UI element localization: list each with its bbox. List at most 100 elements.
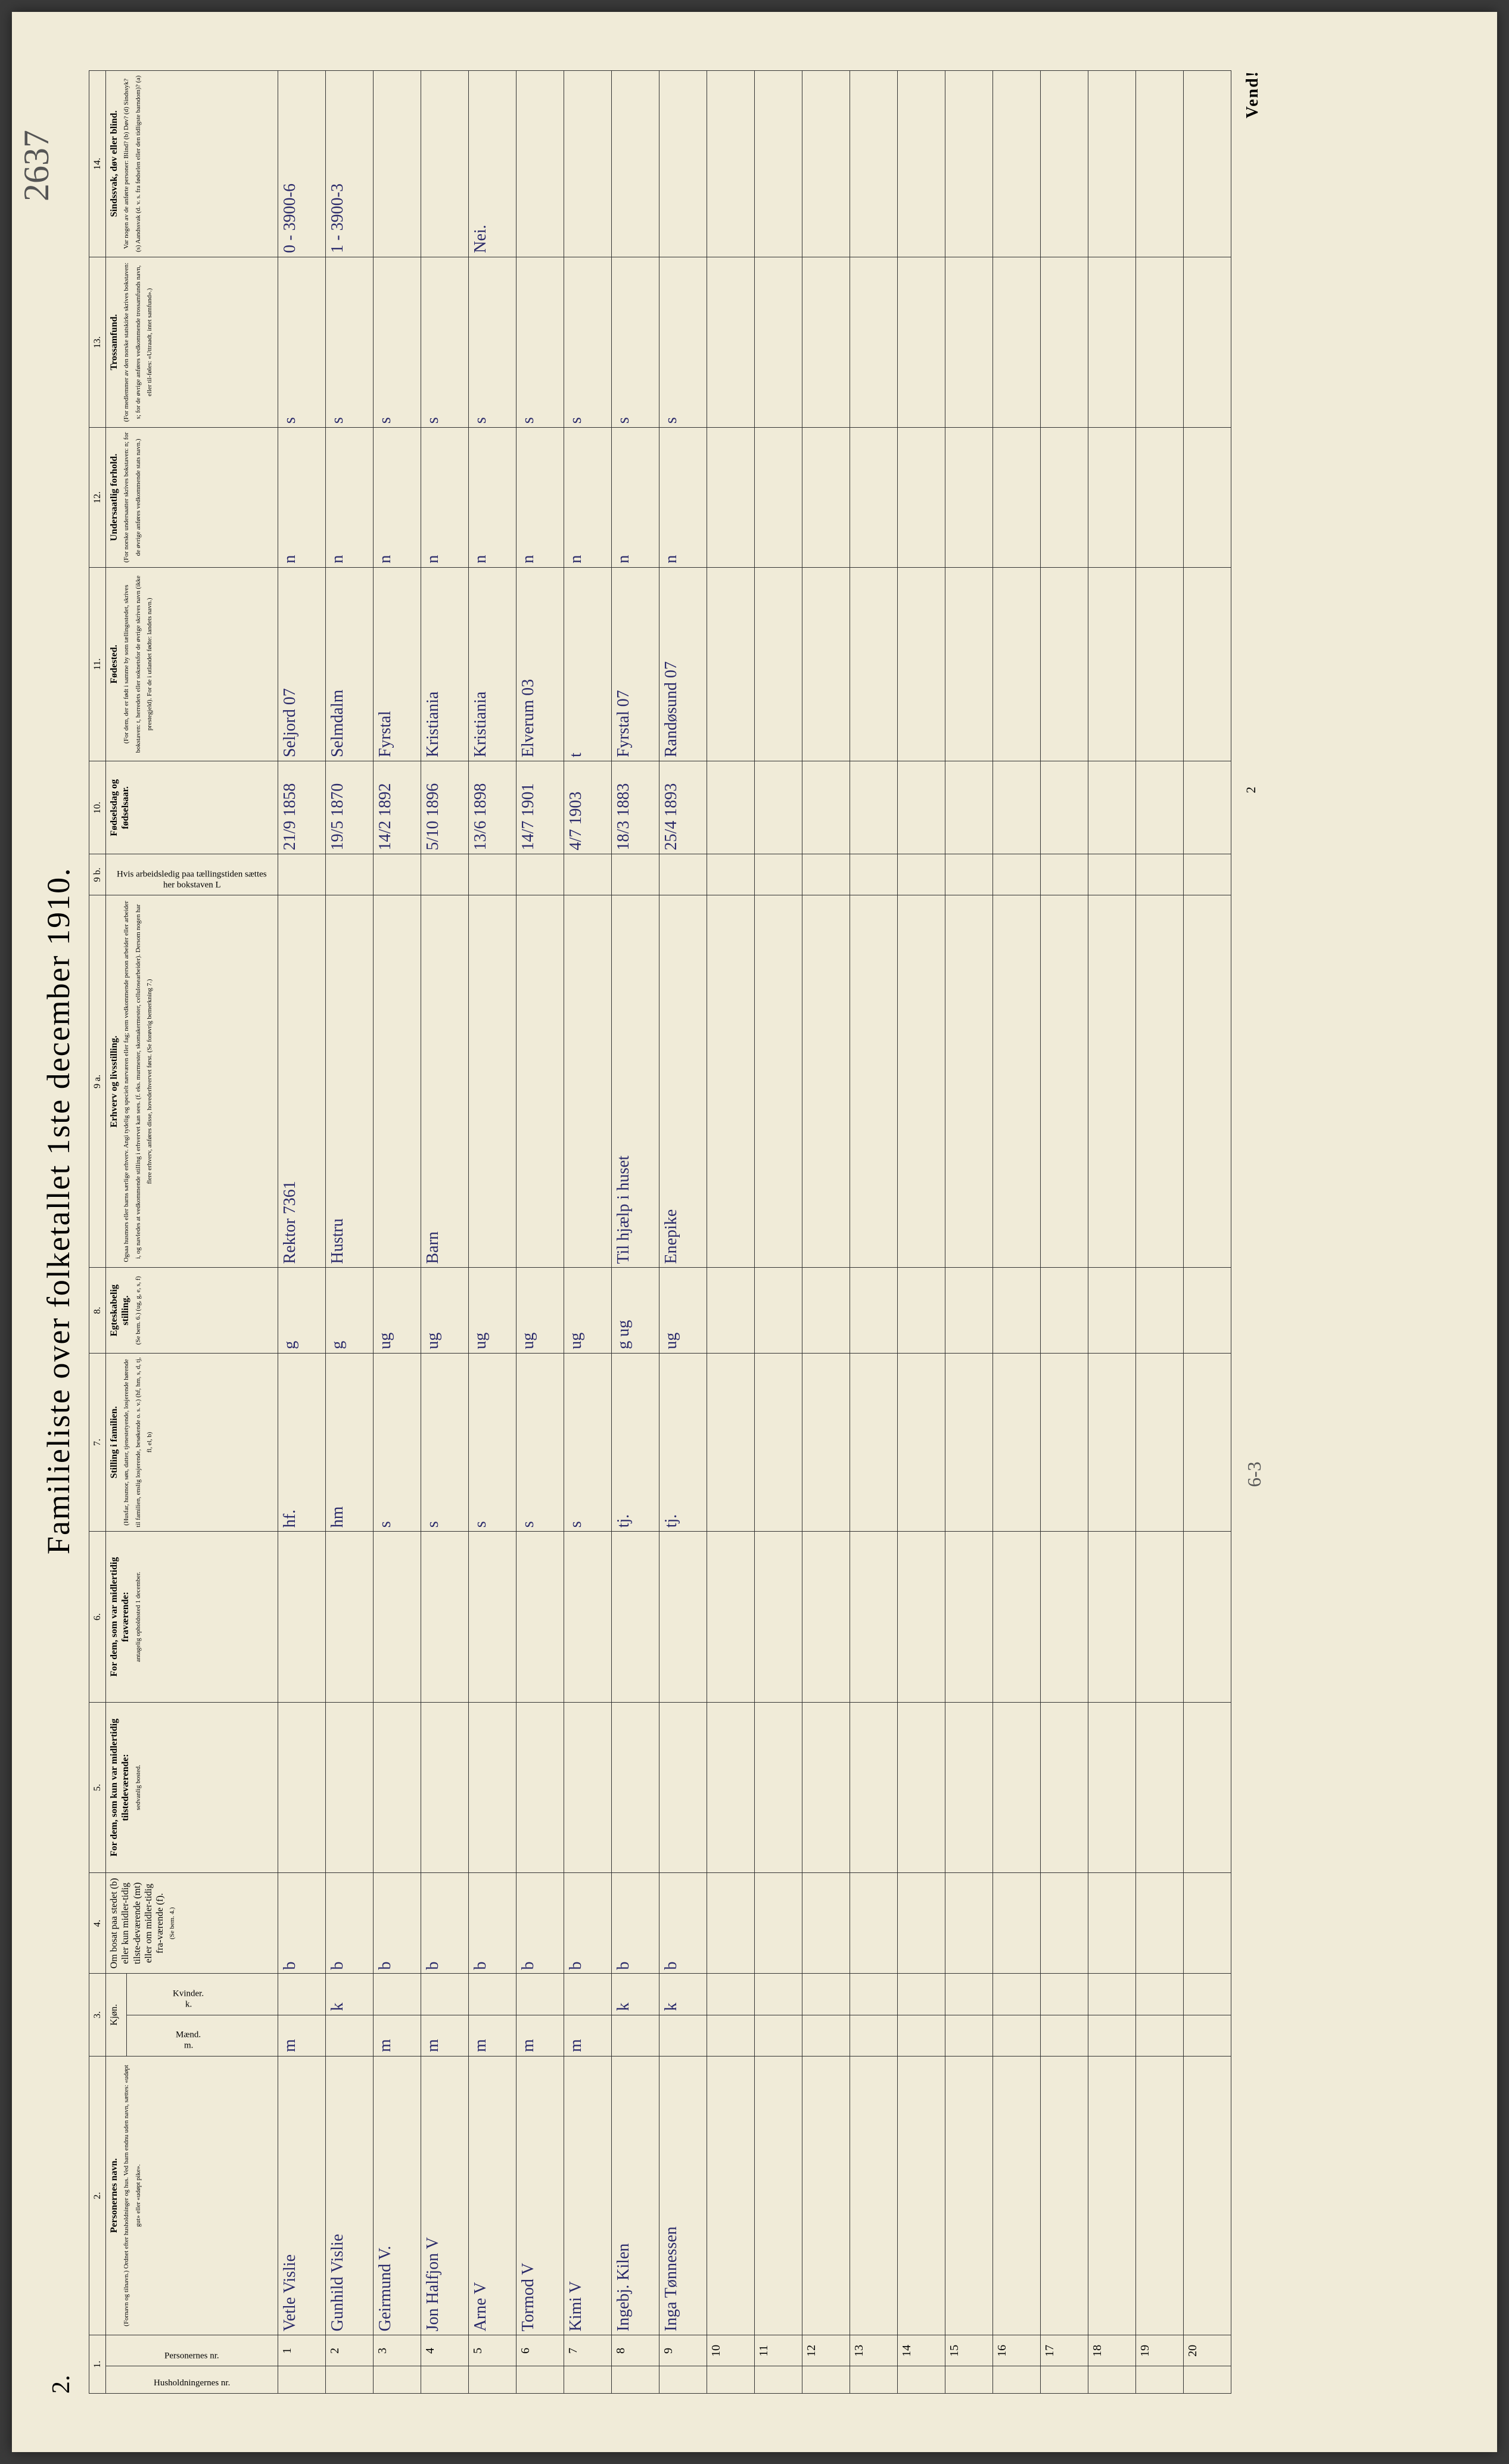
cell: 5/10 1896 (421, 761, 468, 854)
cell (945, 1353, 992, 1532)
cell (564, 1974, 611, 2015)
cell: 0 - 3900-6 (278, 71, 325, 257)
cell (1088, 1532, 1135, 1702)
cell: s (564, 257, 611, 427)
cell (1183, 1873, 1231, 1974)
cell (1135, 1353, 1183, 1532)
table-row: 1Vetle Visliembhf.gRektor 736121/9 1858S… (278, 71, 325, 2394)
cell (707, 257, 754, 427)
cell (1183, 1532, 1231, 1702)
cell (1088, 2366, 1135, 2394)
table-row: 12 (802, 71, 850, 2394)
cell (468, 895, 516, 1268)
cell (564, 895, 611, 1268)
cell (421, 71, 468, 257)
table-row: 7Kimi Vmbsug4/7 1903tns (564, 71, 611, 2394)
cell (611, 71, 659, 257)
cell (1040, 761, 1088, 854)
cell (850, 1873, 897, 1974)
col-num-9b: 9 b. (89, 854, 105, 895)
cell: Rektor 7361 (278, 895, 325, 1268)
cell (516, 895, 564, 1268)
cell (707, 1353, 754, 1532)
cell (992, 257, 1040, 427)
cell (802, 567, 850, 761)
cell (754, 567, 802, 761)
cell: hm (325, 1353, 373, 1532)
col-num-10: 10. (89, 761, 105, 854)
cell: Kristiania (468, 567, 516, 761)
table-row: 20 (1183, 71, 1231, 2394)
cell: m (516, 2015, 564, 2056)
cell (659, 1702, 707, 1872)
cell (564, 2366, 611, 2394)
col4-title: Om bosat paa stedet (b) eller kun midler… (109, 1878, 165, 1968)
cell (850, 2015, 897, 2056)
cell (897, 1532, 945, 1702)
cell: hf. (278, 1353, 325, 1532)
cell (802, 71, 850, 257)
col14-title: Sindssvak, døv eller blind. (109, 110, 119, 217)
col-num-8: 8. (89, 1268, 105, 1353)
col7-title: Stilling i familien. (109, 1406, 119, 1478)
cell: b (278, 1873, 325, 1974)
table-row: 14 (897, 71, 945, 2394)
table-row: 15 (945, 71, 992, 2394)
cell (1088, 567, 1135, 761)
cell (992, 567, 1040, 761)
cell (992, 1702, 1040, 1872)
col-num-1: 1. (89, 2335, 105, 2394)
cell (1040, 428, 1088, 567)
cell (325, 2366, 373, 2394)
cell (707, 1532, 754, 1702)
cell (802, 854, 850, 895)
cell (516, 1702, 564, 1872)
cell: b (516, 1873, 564, 1974)
cell (516, 1532, 564, 1702)
cell (945, 2366, 992, 2394)
cell: k (325, 1974, 373, 2015)
cell: m (564, 2015, 611, 2056)
cell (754, 1702, 802, 1872)
cell (897, 71, 945, 257)
cell: n (611, 428, 659, 567)
col6-header: For dem, som var midlertidig fraværende:… (105, 1532, 278, 1702)
cell (1040, 257, 1088, 427)
cell (1135, 895, 1183, 1268)
col-num-2: 2. (89, 2056, 105, 2335)
cell (992, 895, 1040, 1268)
cell: 8 (611, 2335, 659, 2366)
cell: g (325, 1268, 373, 1353)
cell (1183, 895, 1231, 1268)
cell (1088, 1873, 1135, 1974)
cell (659, 2015, 707, 2056)
col-num-14: 14. (89, 71, 105, 257)
col4-header: Om bosat paa stedet (b) eller kun midler… (105, 1873, 278, 1974)
cell: Elverum 03 (516, 567, 564, 761)
cell: 14 (897, 2335, 945, 2366)
cell (802, 1702, 850, 1872)
cell (850, 2366, 897, 2394)
cell (1135, 567, 1183, 761)
cell: Gunhild Vislie (325, 2056, 373, 2335)
cell: 4 (421, 2335, 468, 2366)
cell (802, 257, 850, 427)
col12-title: Undersaatlig forhold. (109, 454, 119, 542)
col-num-9a: 9 a. (89, 895, 105, 1268)
handwritten-id: 2637 (16, 130, 57, 201)
cell (421, 1974, 468, 2015)
cell (945, 1873, 992, 1974)
cell (992, 1532, 1040, 1702)
cell: Ingebj. Kilen (611, 2056, 659, 2335)
cell (850, 567, 897, 761)
table-row: 19 (1135, 71, 1183, 2394)
cell (325, 2015, 373, 2056)
cell (707, 895, 754, 1268)
cell: 19/5 1870 (325, 761, 373, 854)
cell: m (421, 2015, 468, 2056)
cell (325, 1532, 373, 1702)
col9a-title: Erhverv og livsstilling. (109, 1035, 119, 1127)
cell (707, 71, 754, 257)
cell (992, 2056, 1040, 2335)
cell (1183, 2366, 1231, 2394)
